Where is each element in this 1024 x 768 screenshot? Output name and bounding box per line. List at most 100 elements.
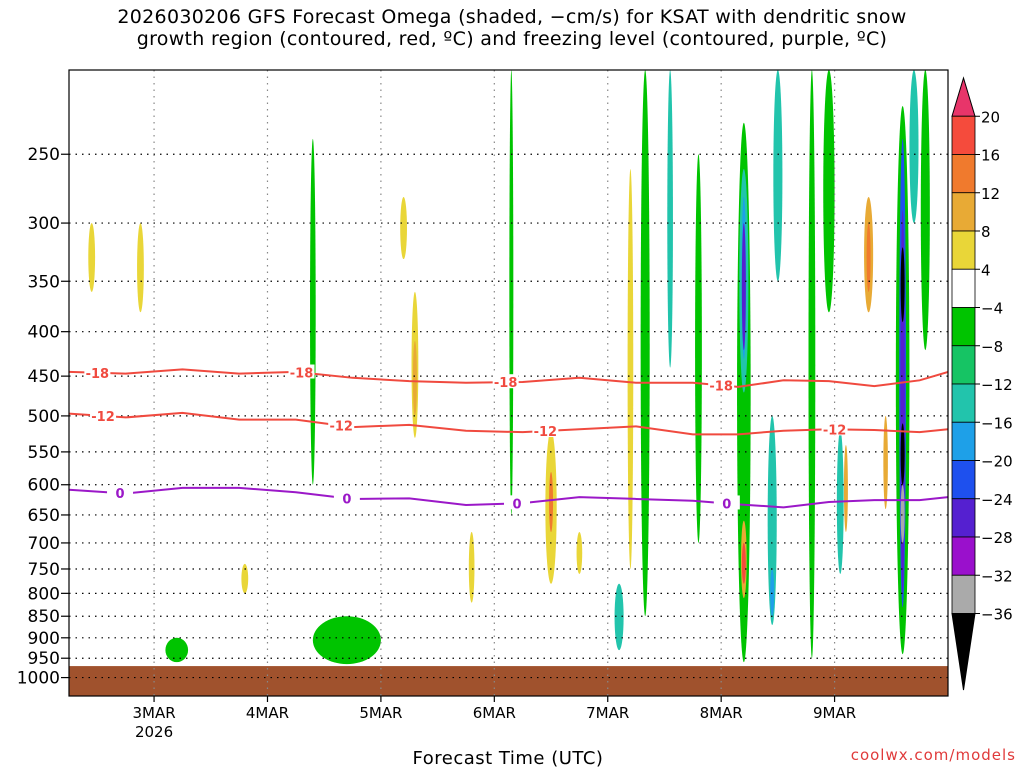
title-line-2: growth region (contoured, red, ºC) and f… — [136, 28, 888, 50]
colorbar-label-8: −16 — [981, 414, 1013, 432]
contour-label-bg — [492, 374, 519, 389]
x-axis-label: Forecast Time (UTC) — [413, 748, 604, 768]
contour-label-bg — [821, 421, 848, 436]
colorbar-cell-3 — [951, 192, 976, 232]
omega-region-29 — [823, 70, 835, 313]
y-tick-label-750: 750 — [28, 560, 60, 580]
colorbar-cell-7 — [951, 345, 976, 385]
omega-region-27 — [773, 70, 783, 282]
contour--18 — [69, 368, 948, 388]
y-tick-label-1000: 1000 — [17, 669, 60, 689]
contour-label--12: -12 — [329, 420, 353, 435]
omega-region-26 — [770, 568, 775, 617]
x-tick-label-4MAR: 4MAR — [246, 704, 289, 722]
colorbar-label-12: −32 — [981, 567, 1013, 585]
x-tick-label-7MAR: 7MAR — [586, 704, 629, 722]
colorbar-cell-10 — [951, 460, 976, 500]
plot-frame — [68, 69, 949, 697]
x-tick-label-5MAR: 5MAR — [359, 704, 402, 722]
colorbar-label-10: −24 — [981, 491, 1013, 509]
colorbar-label-2: 12 — [981, 185, 1000, 203]
contour-label--18: -18 — [709, 379, 733, 394]
omega-region-40 — [900, 484, 905, 543]
omega-region-8 — [412, 340, 417, 416]
contour-label-bg — [333, 490, 360, 505]
contour-label-bg — [107, 485, 134, 500]
omega-shading — [88, 70, 930, 665]
contour-label--12: -12 — [534, 425, 558, 440]
colorbar-cell-5 — [951, 268, 976, 308]
omega-region-3 — [241, 563, 249, 594]
contour-label-bg — [84, 364, 111, 379]
contour-label--12: -12 — [91, 410, 115, 425]
omega-region-5 — [312, 616, 381, 665]
omega-region-28 — [808, 70, 816, 659]
colorbar-label-5: −4 — [981, 300, 1003, 318]
contour-label--18: -18 — [494, 376, 518, 391]
colorbar-cell-0 — [951, 76, 976, 117]
contour-label-bg — [90, 407, 117, 422]
y-tick-label-650: 650 — [28, 506, 60, 526]
contour-label-bg — [708, 377, 735, 392]
contour-label-0: 0 — [722, 497, 731, 512]
omega-region-9 — [468, 531, 475, 603]
omega-region-31 — [843, 444, 848, 532]
omega-region-38 — [900, 247, 905, 323]
contour-lines: -18 -18 -18 -18 -12 -12 -12 -12 0 0 0 0 — [69, 364, 948, 512]
contour-label-bg — [288, 364, 315, 379]
contour-label--12: -12 — [823, 423, 847, 438]
colorbar-label-0: 20 — [981, 108, 1000, 126]
y-tick-label-350: 350 — [28, 272, 60, 292]
omega-region-2 — [165, 637, 189, 663]
omega-region-6 — [400, 197, 407, 260]
y-tick-label-850: 850 — [28, 607, 60, 627]
x-tick-label-6MAR: 6MAR — [473, 704, 516, 722]
colorbar-label-6: −8 — [981, 338, 1003, 356]
contour-label-0: 0 — [342, 492, 351, 507]
colorbar-label-1: 16 — [981, 147, 1000, 165]
x-tick-label-3MAR: 3MAR — [132, 704, 175, 722]
pressure-axis: 2503003504004505005506006507007508008509… — [17, 145, 69, 689]
colorbar-cell-12 — [951, 536, 976, 576]
y-tick-label-250: 250 — [28, 145, 60, 165]
colorbar-label-4: 4 — [981, 261, 991, 279]
omega-region-42 — [909, 70, 919, 224]
colorbar-cell-1 — [951, 115, 976, 155]
y-tick-label-450: 450 — [28, 367, 60, 387]
x-tick-sublabel: 2026 — [135, 723, 173, 741]
colorbar: 20 16 12 8 4 −4 −8 −12 −16 −20 −24 −28 −32 −36 — [951, 76, 1013, 691]
colorbar-label-3: 8 — [981, 223, 991, 241]
omega-region-22 — [741, 223, 746, 351]
y-tick-label-300: 300 — [28, 214, 60, 234]
y-tick-label-900: 900 — [28, 629, 60, 649]
omega-region-41 — [920, 70, 930, 351]
omega-region-17 — [667, 70, 673, 368]
omega-region-34 — [883, 415, 888, 510]
omega-region-0 — [88, 223, 96, 292]
omega-region-4 — [310, 138, 316, 485]
contour-label-0: 0 — [116, 487, 125, 502]
colorbar-cell-14 — [951, 613, 976, 691]
omega-region-14 — [627, 169, 634, 569]
colorbar-label-11: −28 — [981, 529, 1013, 547]
colorbar-label-13: −36 — [981, 606, 1013, 624]
contour-label-bg — [713, 495, 740, 510]
contour-label-bg — [328, 417, 355, 432]
site-credit: coolwx.com/models — [850, 746, 1016, 764]
contour-label-bg — [504, 495, 531, 510]
colorbar-cell-11 — [951, 498, 976, 538]
colorbar-cell-2 — [951, 154, 976, 194]
omega-region-10 — [509, 70, 514, 515]
omega-region-12 — [549, 471, 554, 532]
colorbar-cell-4 — [951, 230, 976, 270]
omega-region-24 — [741, 542, 746, 584]
contour-label-0: 0 — [512, 497, 521, 512]
omega-region-1 — [137, 223, 144, 313]
omega-region-25 — [767, 415, 777, 626]
contour-label-bg — [532, 423, 559, 438]
y-tick-label-400: 400 — [28, 323, 60, 343]
ground-fill — [69, 666, 948, 696]
y-tick-label-500: 500 — [28, 407, 60, 427]
chart-title: 2026030206 GFS Forecast Omega (shaded, −… — [0, 6, 1024, 50]
